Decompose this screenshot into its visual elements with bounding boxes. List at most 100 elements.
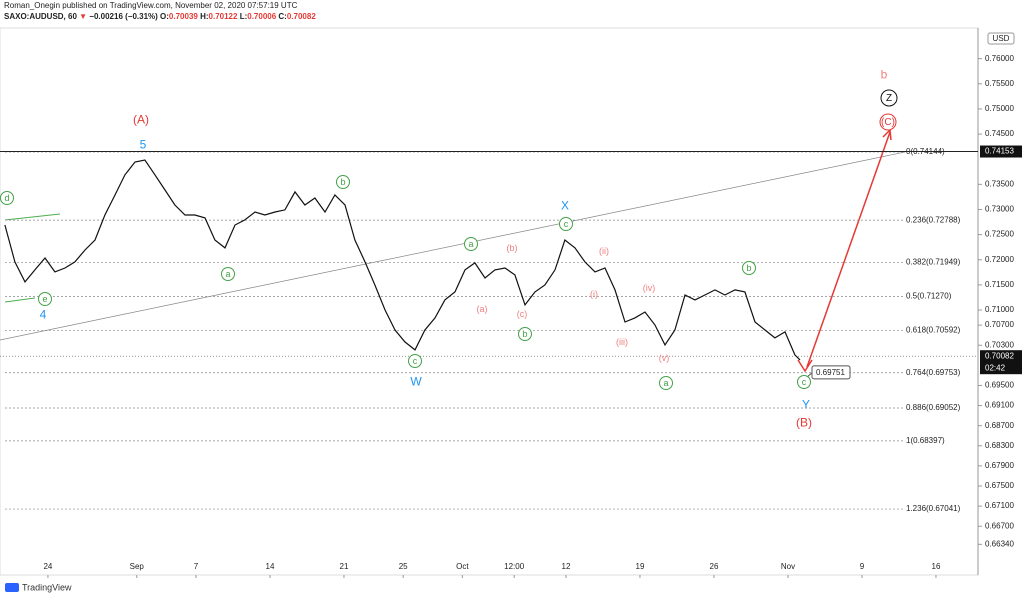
ohlc-c-key: C: bbox=[278, 12, 286, 21]
wave-label: a bbox=[663, 378, 668, 388]
ohlc-o-key: O: bbox=[160, 12, 169, 21]
y-tick-label: 0.68700 bbox=[985, 421, 1014, 430]
ohlc-l: 0.70006 bbox=[247, 12, 276, 21]
wave-label: (a) bbox=[477, 304, 488, 314]
change: −0.00216 (−0.31%) bbox=[89, 12, 158, 21]
fib-label: 1(0.68397) bbox=[906, 436, 945, 445]
y-tick-label: 0.66700 bbox=[985, 521, 1014, 530]
x-tick-label: 14 bbox=[266, 562, 275, 571]
wave-label: e bbox=[42, 294, 47, 304]
x-tick-label: 19 bbox=[636, 562, 645, 571]
wave-label: X bbox=[561, 199, 569, 213]
y-tick-label: 0.70700 bbox=[985, 320, 1014, 329]
fib-label: 0.618(0.70592) bbox=[906, 326, 961, 335]
wave-label: (ii) bbox=[599, 246, 609, 256]
wave-label: a bbox=[225, 269, 230, 279]
x-tick-label: 25 bbox=[399, 562, 408, 571]
y-tick-label: 0.75500 bbox=[985, 79, 1014, 88]
high-line-box bbox=[980, 145, 1022, 158]
y-tick-label: 0.70300 bbox=[985, 340, 1014, 349]
price-note-label: 0.69751 bbox=[816, 368, 845, 377]
wave-label: c bbox=[564, 219, 569, 229]
wave-label: (b) bbox=[507, 243, 518, 253]
plot-frame bbox=[0, 27, 979, 576]
wave-label: d bbox=[4, 193, 9, 203]
wave-label: (v) bbox=[659, 353, 670, 363]
wave-label: a bbox=[468, 239, 473, 249]
wave-circle bbox=[742, 261, 756, 275]
wave-label: (iv) bbox=[643, 283, 656, 293]
wave-circle bbox=[0, 191, 14, 205]
x-tick-label: 12 bbox=[562, 562, 571, 571]
currency: USD bbox=[993, 34, 1010, 43]
last-price-box bbox=[980, 350, 1022, 375]
countdown: 02:42 bbox=[985, 363, 1006, 372]
fib-label: 0.5(0.71270) bbox=[906, 292, 952, 301]
wave-label: W bbox=[410, 375, 422, 389]
wave-circle bbox=[464, 237, 478, 251]
x-tick-label: 7 bbox=[194, 562, 199, 571]
x-tick-label: Nov bbox=[781, 562, 795, 571]
wave-label: (B) bbox=[796, 416, 812, 430]
wave-label: c bbox=[413, 356, 418, 366]
trendline bbox=[0, 151, 906, 341]
wave-label: (A) bbox=[133, 113, 149, 127]
wave-circle bbox=[659, 376, 673, 390]
wave-label: b bbox=[340, 177, 345, 187]
last-price-label: 0.70082 bbox=[985, 351, 1014, 360]
footer: TradingView bbox=[22, 582, 72, 592]
y-tick-label: 0.71500 bbox=[985, 280, 1014, 289]
y-tick-label: 0.74500 bbox=[985, 129, 1014, 138]
price-line bbox=[4, 159, 801, 361]
wave-circle bbox=[221, 267, 235, 281]
green-trendline bbox=[4, 297, 36, 303]
wave-label: Y bbox=[802, 398, 810, 412]
ohlc-o: 0.70039 bbox=[169, 12, 198, 21]
x-tick-label: 26 bbox=[710, 562, 719, 571]
x-tick-label: Oct bbox=[456, 562, 469, 571]
wave-circle bbox=[559, 217, 573, 231]
wave-label: Z bbox=[886, 93, 892, 104]
x-tick-label: 24 bbox=[43, 562, 52, 571]
fib-label: 0.382(0.71949) bbox=[906, 257, 961, 266]
symbol-line: SAXO:AUDUSD, 60 ▼ −0.00216 (−0.31%) O:0.… bbox=[4, 12, 316, 21]
wave-circle bbox=[336, 175, 350, 189]
ohlc-l-key: L: bbox=[240, 12, 248, 21]
x-tick-label: 21 bbox=[340, 562, 349, 571]
y-tick-label: 0.67500 bbox=[985, 481, 1014, 490]
symbol: SAXO:AUDUSD, 60 bbox=[4, 12, 77, 21]
ohlc-h: 0.70122 bbox=[209, 12, 238, 21]
wave-label: (iii) bbox=[616, 337, 628, 347]
x-tick-label: Sep bbox=[130, 562, 145, 571]
y-tick-label: 0.68300 bbox=[985, 441, 1014, 450]
tradingview-logo: TradingView bbox=[5, 582, 72, 592]
wave-circle bbox=[518, 327, 532, 341]
wave-circle bbox=[879, 113, 897, 131]
fib-label: 0.764(0.69753) bbox=[906, 368, 961, 377]
price-note-box bbox=[811, 365, 851, 380]
y-tick-label: 0.73500 bbox=[985, 179, 1014, 188]
high-line-label: 0.74153 bbox=[985, 147, 1014, 156]
wave-label: b bbox=[522, 329, 527, 339]
fib-label: 1.236(0.67041) bbox=[906, 504, 961, 513]
y-tick-label: 0.73000 bbox=[985, 205, 1014, 214]
wave-label: (c) bbox=[517, 309, 528, 319]
y-tick-label: 0.69100 bbox=[985, 401, 1014, 410]
wave-circle bbox=[880, 89, 898, 107]
x-tick-label: 12:00 bbox=[504, 562, 525, 571]
y-tick-label: 0.66340 bbox=[985, 539, 1014, 548]
wave-label: 4 bbox=[40, 308, 47, 322]
wave-label: b bbox=[881, 68, 888, 82]
change-arrow: ▼ bbox=[79, 12, 87, 21]
green-trendline bbox=[4, 213, 61, 221]
y-tick-label: 0.72500 bbox=[985, 230, 1014, 239]
currency-box[interactable] bbox=[987, 32, 1015, 45]
wave-label: c bbox=[802, 377, 807, 387]
x-tick-label: 9 bbox=[860, 562, 865, 571]
fib-label: 0.236(0.72788) bbox=[906, 215, 961, 224]
wave-label: (C) bbox=[881, 117, 895, 128]
fib-label: 0.886(0.69052) bbox=[906, 403, 961, 412]
wave-label: 5 bbox=[140, 138, 147, 152]
ohlc-h-key: H: bbox=[200, 12, 208, 21]
y-tick-label: 0.72000 bbox=[985, 255, 1014, 264]
